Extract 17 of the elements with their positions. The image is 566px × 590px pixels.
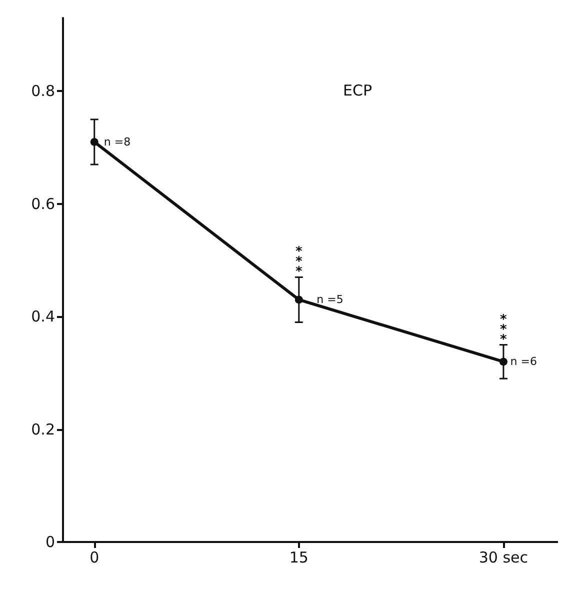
y-tick-label: 0 <box>45 533 55 551</box>
point <box>90 138 98 146</box>
text: ECP <box>343 82 372 100</box>
x-tick-label: 0 <box>90 548 100 566</box>
annotation: n =5 <box>316 293 344 306</box>
annotation: n =8 <box>104 135 131 148</box>
point <box>499 358 508 366</box>
annotation: *** <box>296 244 303 280</box>
y-tick-label: 0.2 <box>31 420 55 438</box>
x-tick-label: 15 <box>289 548 308 566</box>
y-tick-label: 0.6 <box>31 194 55 213</box>
annotation: n =6 <box>510 355 537 368</box>
annotation: *** <box>500 312 508 348</box>
x-tick-label: 30 sec <box>478 548 528 566</box>
point <box>294 296 303 304</box>
y-tick-label: 0.4 <box>31 308 55 326</box>
y-tick-label: 0.8 <box>31 82 55 100</box>
